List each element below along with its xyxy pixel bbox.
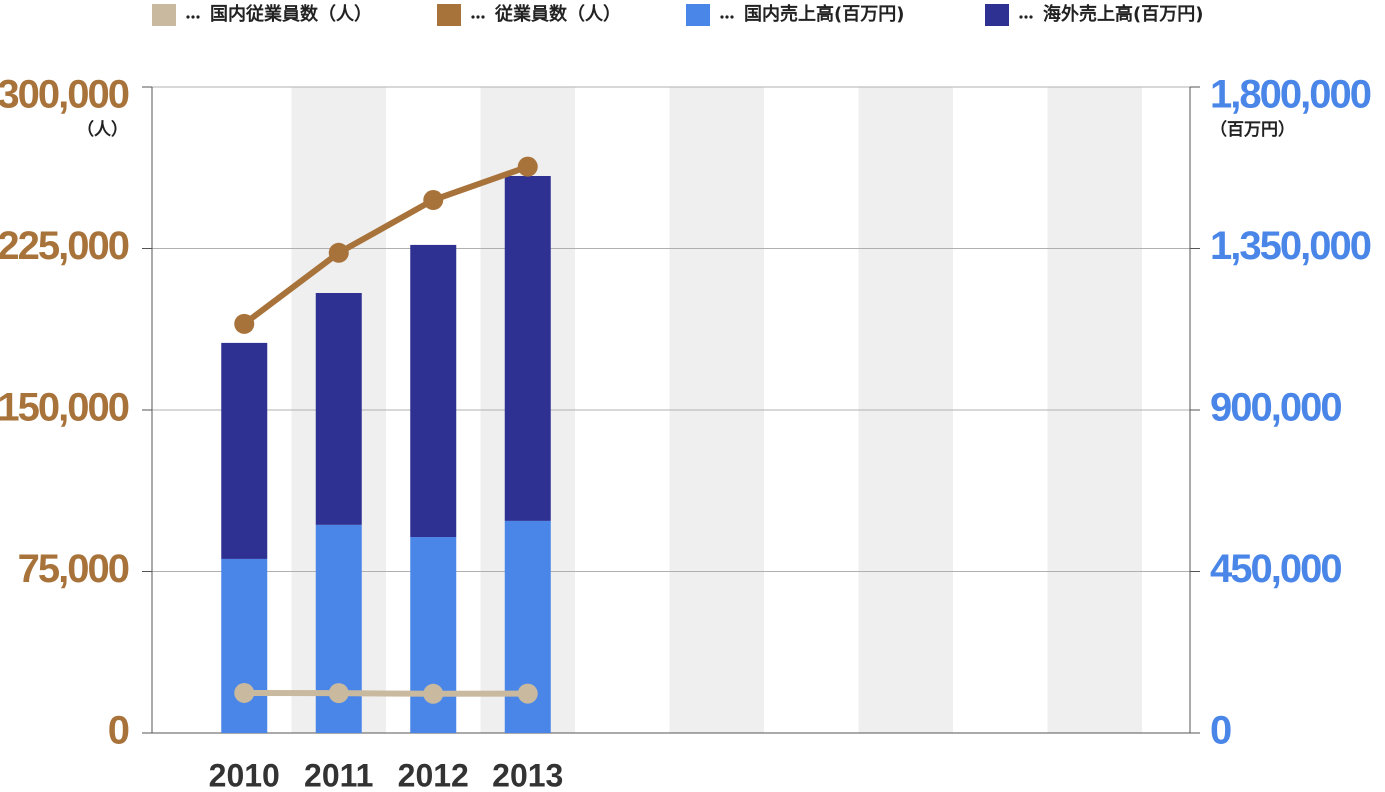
bar xyxy=(221,558,268,733)
legend-label: 従業員数（人） xyxy=(494,3,621,25)
bar xyxy=(221,342,268,559)
legend-dots xyxy=(720,15,724,19)
legend-label: 国内従業員数（人） xyxy=(210,3,372,25)
legend-dots xyxy=(191,15,195,19)
x-tick-label: 2011 xyxy=(304,757,373,792)
y-tick-label: 75,000 xyxy=(18,547,129,591)
legend-swatch xyxy=(437,4,461,26)
bar xyxy=(504,176,551,521)
y2-tick-label: 900,000 xyxy=(1210,386,1341,430)
x-tick-label: 2010 xyxy=(209,757,280,792)
y2-tick-label: 0 xyxy=(1210,709,1231,753)
legend-dots xyxy=(196,15,200,19)
x-tick-label: 2012 xyxy=(398,757,469,792)
legend-dots xyxy=(186,15,190,19)
legend-dots xyxy=(481,15,485,19)
y-unit: （人） xyxy=(77,119,128,140)
legend-swatch xyxy=(152,4,176,26)
legend-dots xyxy=(730,15,734,19)
legend-swatch xyxy=(985,4,1009,26)
bar xyxy=(315,293,362,525)
legend-dots xyxy=(1029,15,1033,19)
point xyxy=(328,683,349,704)
bar xyxy=(410,244,457,538)
legend-swatch xyxy=(686,4,710,26)
point xyxy=(328,242,349,263)
point xyxy=(234,682,255,703)
x-tick-label: 2013 xyxy=(492,757,563,792)
legend-dots xyxy=(1024,15,1028,19)
y-tick-label: 150,000 xyxy=(0,386,129,430)
y-tick-label: 300,000 xyxy=(0,73,129,117)
y-tick-label: 225,000 xyxy=(0,224,129,268)
point xyxy=(234,313,255,334)
point xyxy=(517,683,538,704)
line xyxy=(244,689,528,697)
y2-unit: （百万円） xyxy=(1210,119,1295,140)
y2-tick-label: 1,350,000 xyxy=(1210,224,1371,268)
legend-dots xyxy=(476,15,480,19)
point xyxy=(517,156,538,177)
y2-tick-label: 450,000 xyxy=(1210,547,1341,591)
y2-tick-label: 1,800,000 xyxy=(1210,73,1371,117)
y-tick-label: 0 xyxy=(108,709,129,753)
legend-label: 海外売上高(百万円) xyxy=(1043,3,1203,25)
legend-dots xyxy=(725,15,729,19)
line xyxy=(242,163,529,327)
legend-dots xyxy=(1019,15,1023,19)
legend-dots xyxy=(471,15,475,19)
point xyxy=(423,683,444,704)
legend-label: 国内売上高(百万円) xyxy=(744,3,904,25)
point xyxy=(423,190,444,211)
